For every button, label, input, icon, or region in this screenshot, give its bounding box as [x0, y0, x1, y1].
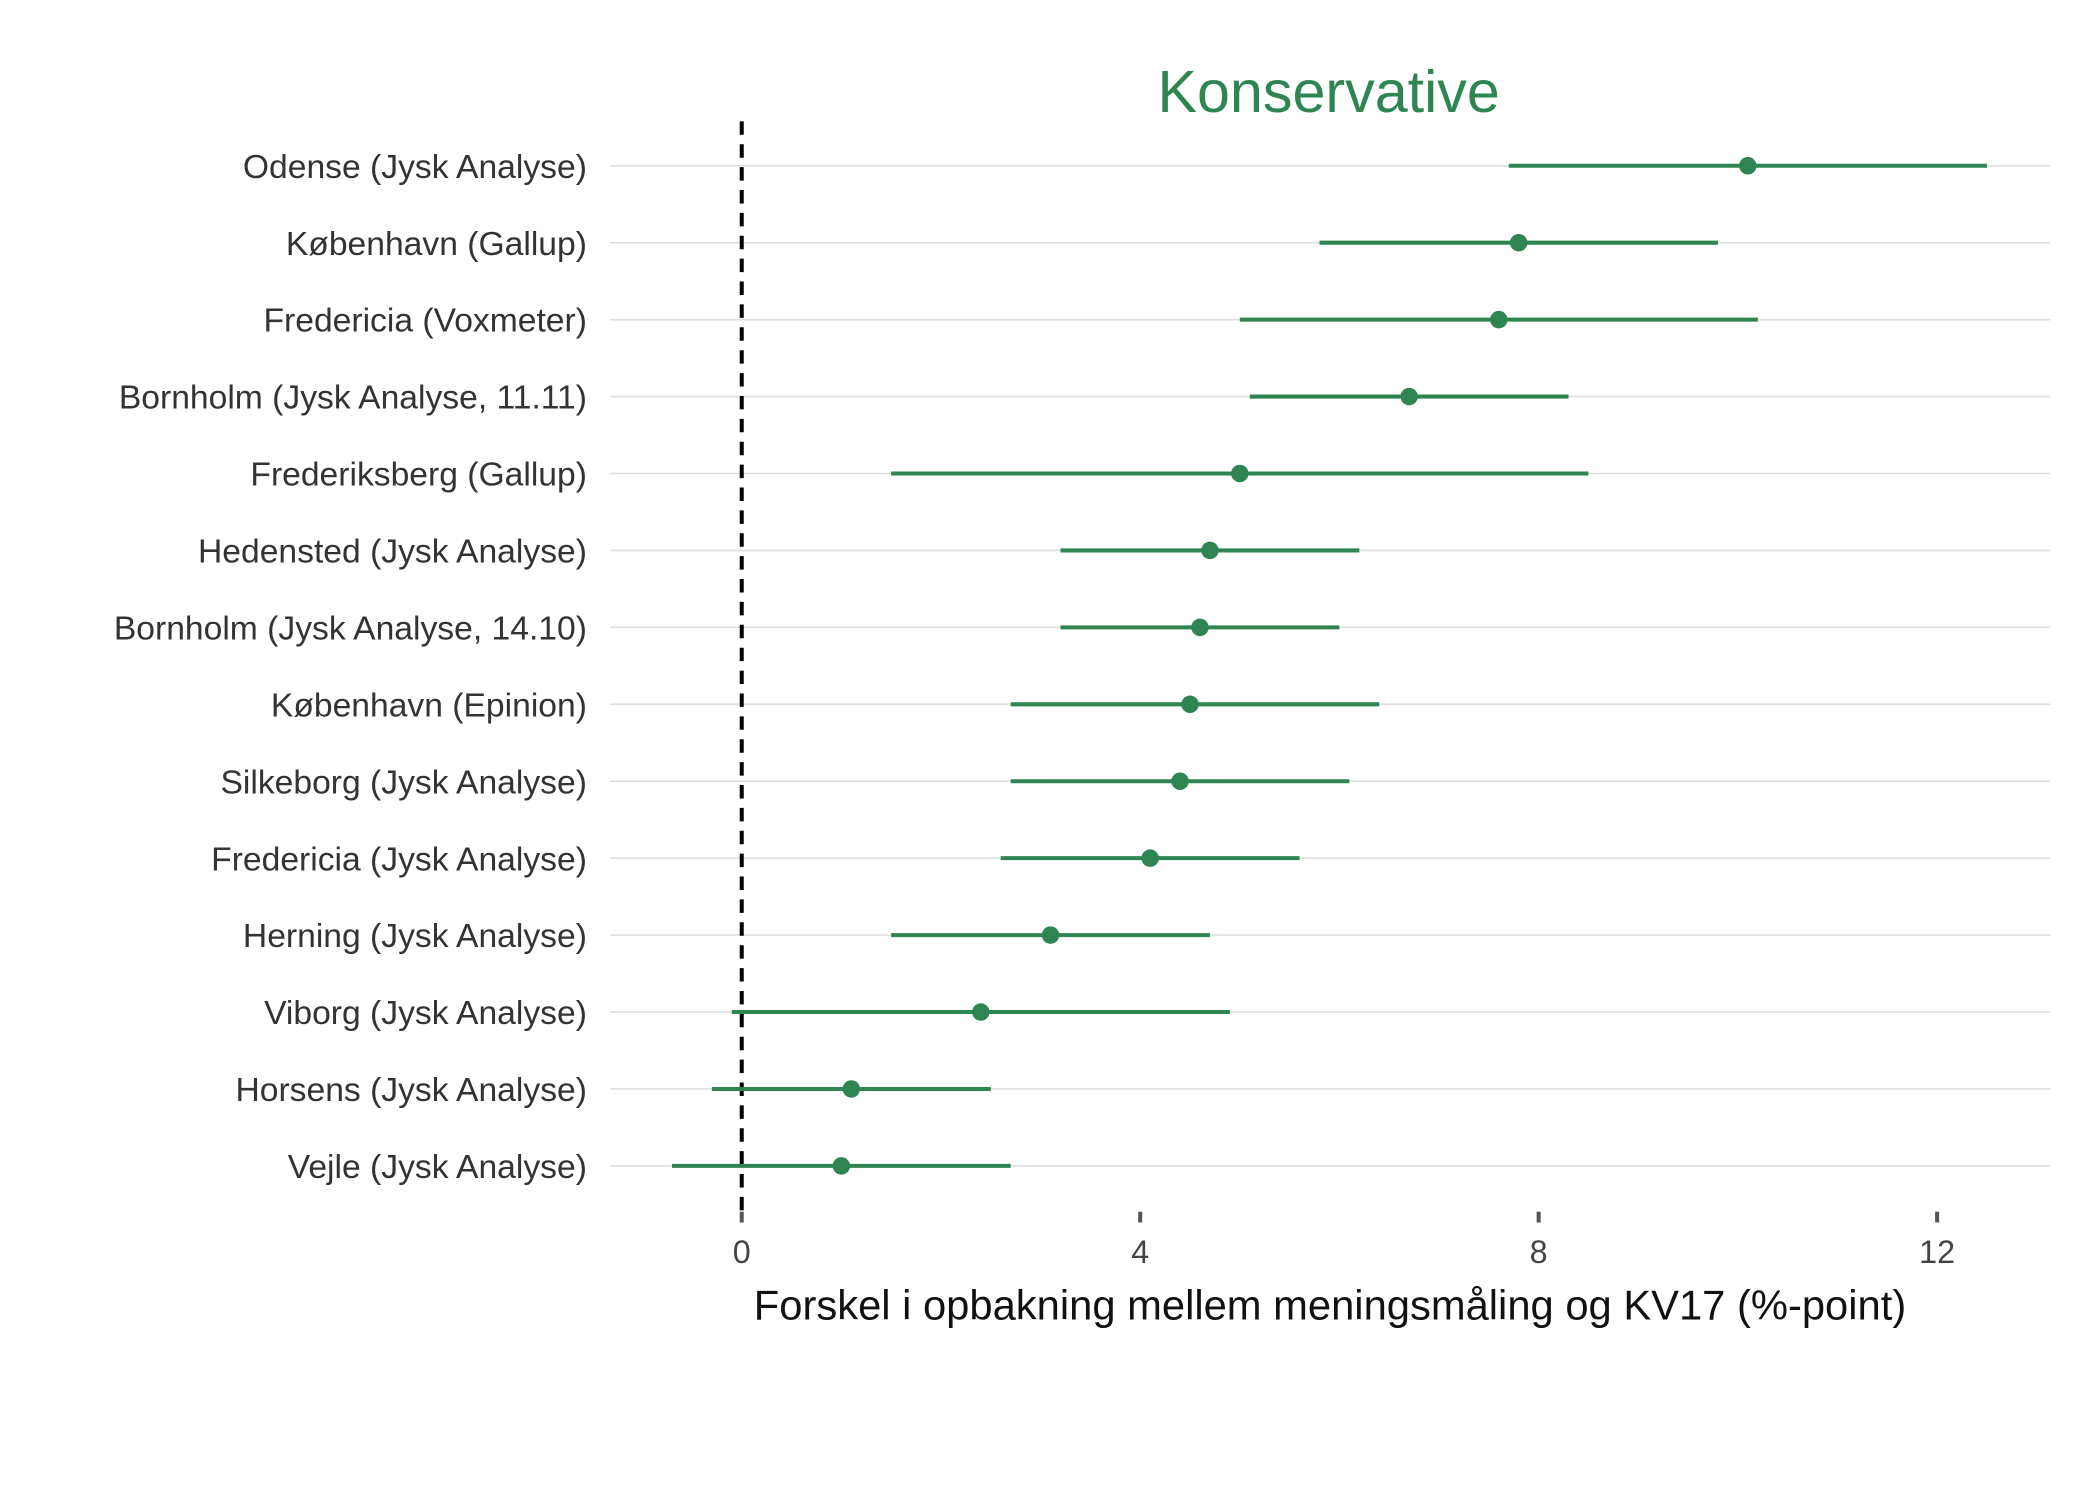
- category-label: Frederiksberg (Gallup): [250, 457, 587, 494]
- category-label: Herning (Jysk Analyse): [243, 918, 587, 955]
- data-point: [832, 1157, 851, 1175]
- category-label: Silkeborg (Jysk Analyse): [220, 764, 586, 801]
- category-label: Fredericia (Jysk Analyse): [211, 841, 587, 878]
- category-label: Fredericia (Voxmeter): [264, 303, 587, 340]
- category-label: København (Gallup): [286, 226, 587, 263]
- category-label: Hedensted (Jysk Analyse): [198, 534, 587, 571]
- data-point: [1141, 849, 1159, 867]
- data-point: [1191, 618, 1209, 637]
- x-tick-label: 0: [733, 1234, 751, 1270]
- data-point: [1231, 464, 1249, 483]
- data-point: [1181, 695, 1199, 714]
- data-point: [1171, 772, 1189, 790]
- data-point: [1739, 157, 1757, 175]
- data-point: [1201, 541, 1219, 560]
- category-label: København (Epinion): [271, 687, 587, 724]
- gridlines: [609, 164, 2051, 1167]
- x-axis-label: Forskel i opbakning mellem meningsmåling…: [754, 1281, 1906, 1328]
- data-point: [972, 1003, 990, 1021]
- point-ranges: [672, 157, 1987, 1175]
- data-point: [1509, 233, 1528, 252]
- x-tick-label: 8: [1530, 1234, 1548, 1270]
- data-point: [1490, 310, 1508, 329]
- category-label: Vejle (Jysk Analyse): [288, 1149, 587, 1186]
- data-point: [1041, 926, 1060, 944]
- category-label: Bornholm (Jysk Analyse, 11.11): [119, 380, 587, 417]
- category-label: Odense (Jysk Analyse): [243, 149, 587, 186]
- data-point: [1400, 387, 1418, 406]
- chart-title: Konservative: [1157, 58, 1499, 125]
- category-label: Viborg (Jysk Analyse): [264, 995, 587, 1032]
- category-label: Bornholm (Jysk Analyse, 14.10): [114, 610, 587, 647]
- category-label: Horsens (Jysk Analyse): [235, 1072, 586, 1109]
- x-tick-label: 4: [1131, 1234, 1149, 1270]
- x-tick-label: 12: [1919, 1234, 1955, 1270]
- x-axis-ticks: 0 4 8 12: [733, 1211, 1955, 1270]
- category-labels: Odense (Jysk Analyse) København (Gallup) F…: [114, 149, 587, 1186]
- data-point: [842, 1080, 861, 1098]
